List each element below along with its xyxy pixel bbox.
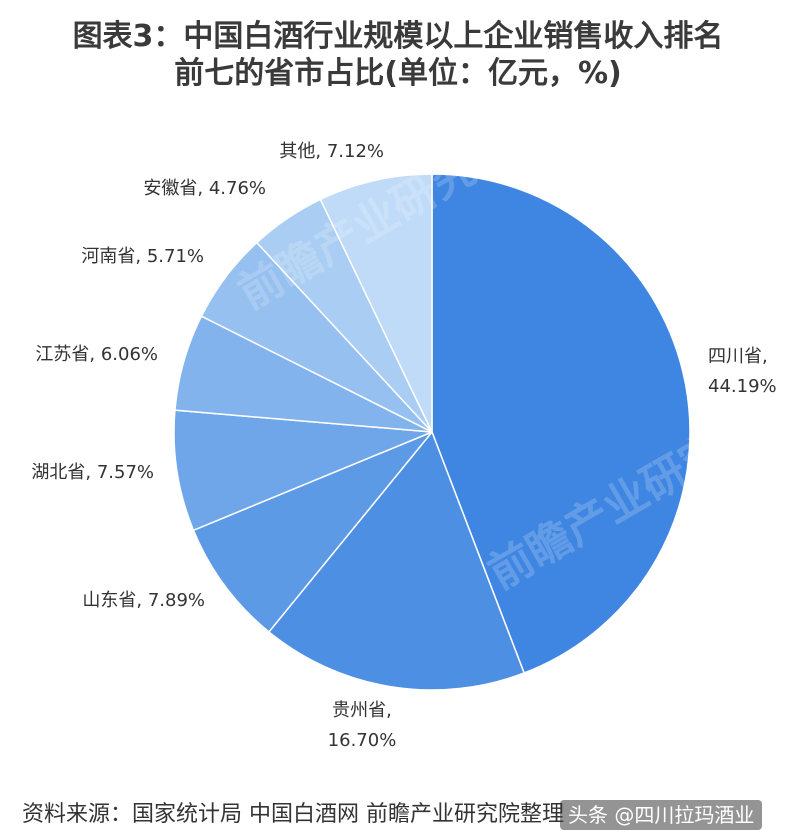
slice-labels: 四川省, 44.19% 贵州省, 16.70% 山东省, 7.89% 湖北省, 7.57%… [31,141,776,751]
slice-label-4: 湖北省, 7.57% [31,462,154,483]
chart-title-line-1: 图表3：中国白酒行业规模以上企业销售收入排名 [72,19,724,54]
pie-slice-2 [267,430,526,691]
chart-title: 图表3：中国白酒行业规模以上企业销售收入排名 前七的省市占比(单位：亿元，%) [18,18,778,92]
source-note: 资料来源：国家统计局 中国白酒网 前瞻产业研究院整理 [22,802,564,827]
slice-label-value: 16.70% [328,730,397,751]
slice-label-7: 安徽省, 4.76% [143,178,266,199]
pie-slice-4 [173,409,433,532]
slice-label-value: 44.19% [708,376,777,397]
slice-label-name: 贵州省, [332,700,392,721]
pie-slices [173,173,691,691]
slice-label-2: 贵州省, 16.70% [328,700,397,751]
chart-title-line-2: 前七的省市占比(单位：亿元，%) [174,56,622,91]
pie-slice-8 [319,173,433,433]
credit-badge: 头条 @四川拉玛酒业 [560,800,763,830]
slice-label-1: 四川省, 44.19% [708,346,777,397]
slice-label-8: 其他, 7.12% [279,141,384,162]
slice-label-6: 河南省, 5.71% [81,246,204,267]
slice-label-3: 山东省, 7.89% [82,590,205,611]
slice-label-name: 四川省, [708,346,768,367]
pie-slice-3 [192,431,433,633]
slice-label-5: 江苏省, 6.06% [35,344,158,365]
pie-slice-1 [431,173,691,674]
